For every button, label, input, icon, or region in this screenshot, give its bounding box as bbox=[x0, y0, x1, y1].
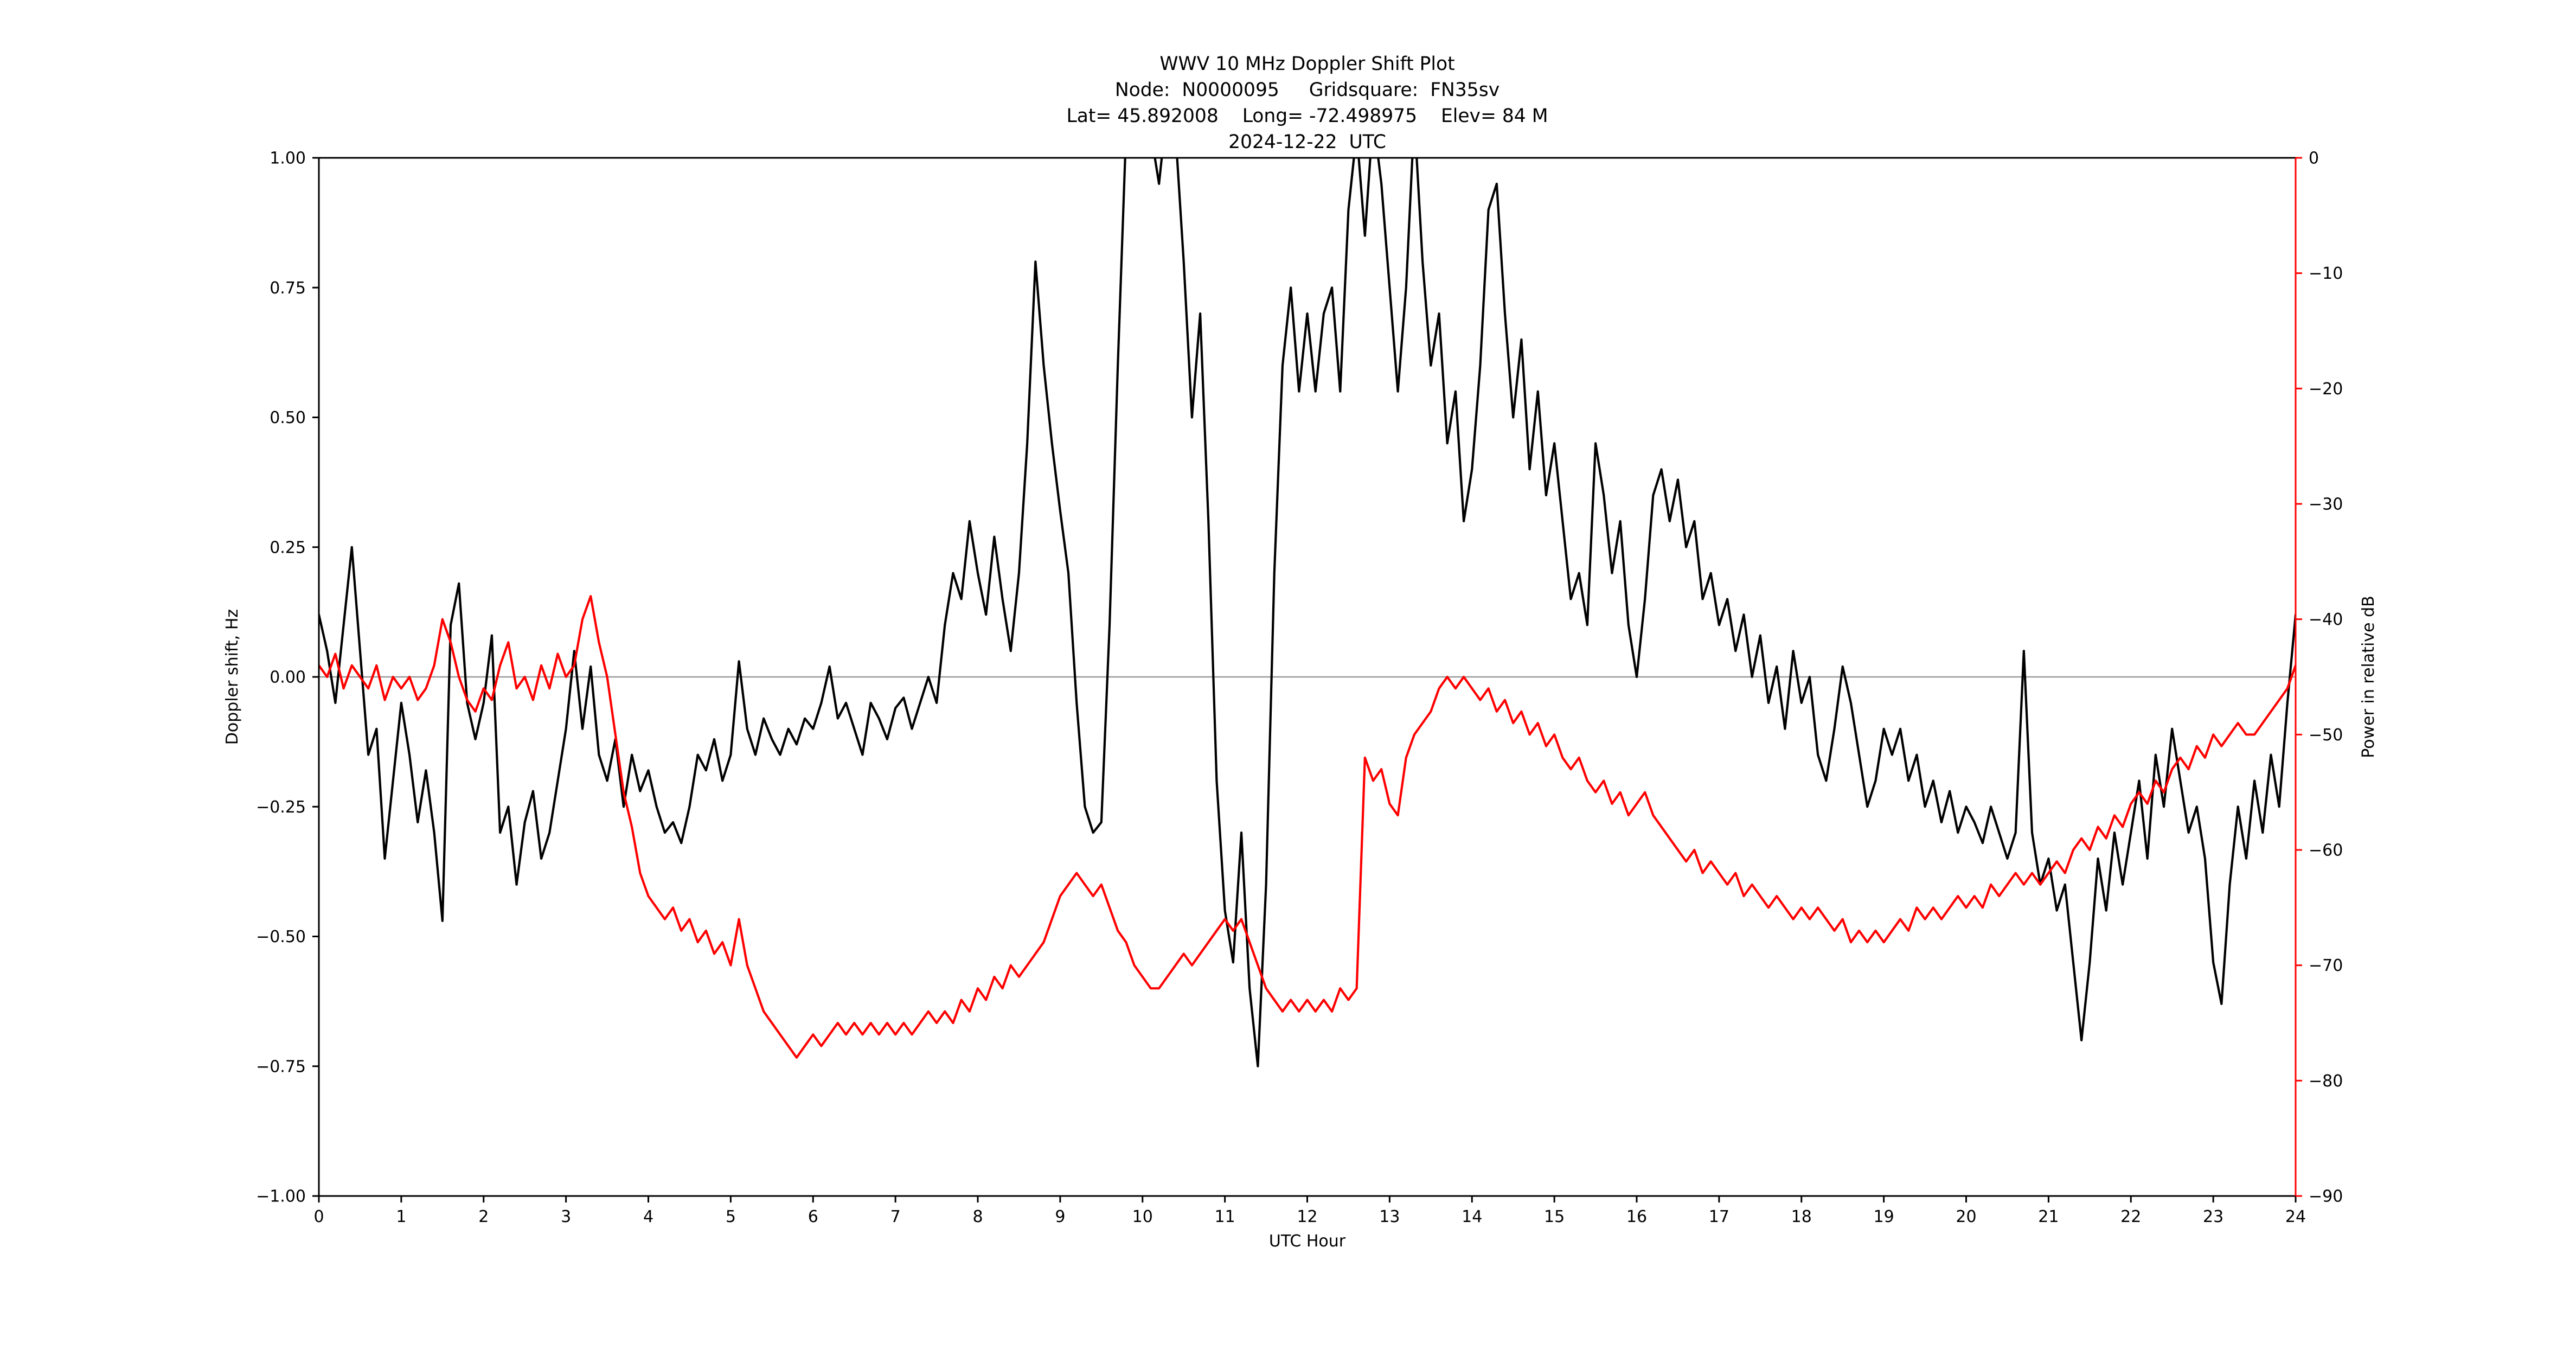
x-tick-label: 14 bbox=[1462, 1207, 1482, 1226]
chart-title: WWV 10 MHz Doppler Shift Plot bbox=[1159, 53, 1454, 75]
x-tick-label: 2 bbox=[478, 1207, 489, 1226]
right-y-tick-label: −30 bbox=[2309, 495, 2343, 514]
title-block: WWV 10 MHz Doppler Shift Plot Node: N000… bbox=[1067, 53, 1548, 153]
x-tick-label: 4 bbox=[643, 1207, 653, 1226]
x-tick-label: 23 bbox=[2203, 1207, 2223, 1226]
left-y-tick-label: 0.25 bbox=[270, 538, 306, 557]
x-tick-label: 13 bbox=[1379, 1207, 1400, 1226]
right-y-tick-label: 0 bbox=[2309, 149, 2319, 168]
x-tick-label: 22 bbox=[2120, 1207, 2141, 1226]
left-y-tick-label: 0.00 bbox=[270, 668, 306, 687]
right-y-tick-label: −40 bbox=[2309, 610, 2343, 629]
x-tick-label: 12 bbox=[1297, 1207, 1317, 1226]
x-tick-label: 21 bbox=[2038, 1207, 2059, 1226]
doppler-shift-line bbox=[319, 158, 2296, 1067]
series-group bbox=[319, 158, 2296, 1067]
left-y-axis-label: Doppler shift, Hz bbox=[223, 609, 242, 745]
left-y-tick-label: −1.00 bbox=[256, 1187, 306, 1206]
left-y-tick-label: −0.75 bbox=[256, 1057, 306, 1076]
x-tick-label: 19 bbox=[1874, 1207, 1894, 1226]
x-tick-label: 6 bbox=[808, 1207, 818, 1226]
right-y-tick-label: −20 bbox=[2309, 380, 2343, 399]
x-tick-label: 7 bbox=[890, 1207, 901, 1226]
x-tick-label: 20 bbox=[1956, 1207, 1976, 1226]
x-tick-label: 24 bbox=[2285, 1207, 2306, 1226]
x-tick-label: 17 bbox=[1709, 1207, 1729, 1226]
chart-subtitle-date: 2024-12-22 UTC bbox=[1228, 131, 1386, 153]
power-line bbox=[319, 595, 2296, 1059]
left-y-tick-label: 1.00 bbox=[270, 149, 306, 168]
x-tick-label: 0 bbox=[313, 1207, 324, 1226]
x-tick-label: 1 bbox=[396, 1207, 406, 1226]
right-y-tick-label: −90 bbox=[2309, 1187, 2343, 1206]
left-y-tick-label: −0.50 bbox=[256, 928, 306, 946]
x-tick-label: 15 bbox=[1544, 1207, 1565, 1226]
x-tick-label: 18 bbox=[1791, 1207, 1812, 1226]
x-tick-label: 8 bbox=[972, 1207, 983, 1226]
x-axis-ticks: 0 1 2 3 4 5 6 7 8 9 10 11 12 13 14 15 16 17 18 19 20 21 22 23 24 bbox=[313, 1196, 2306, 1226]
x-tick-label: 10 bbox=[1132, 1207, 1153, 1226]
x-tick-label: 11 bbox=[1215, 1207, 1235, 1226]
left-y-tick-label: 0.50 bbox=[270, 408, 306, 427]
chart-subtitle-coords: Lat= 45.892008 Long= -72.498975 Elev= 84… bbox=[1067, 105, 1548, 127]
right-y-tick-label: −70 bbox=[2309, 956, 2343, 975]
x-tick-label: 5 bbox=[726, 1207, 736, 1226]
left-y-tick-label: −0.25 bbox=[256, 798, 306, 817]
right-y-tick-label: −50 bbox=[2309, 726, 2343, 745]
right-axis-ticks: 0 −10 −20 −30 −40 −50 −60 −70 −80 −90 bbox=[2296, 149, 2343, 1206]
x-tick-label: 16 bbox=[1626, 1207, 1647, 1226]
x-tick-label: 3 bbox=[561, 1207, 571, 1226]
right-y-tick-label: −10 bbox=[2309, 264, 2343, 283]
chart-subtitle-node: Node: N0000095 Gridsquare: FN35sv bbox=[1115, 79, 1500, 101]
right-y-tick-label: −60 bbox=[2309, 841, 2343, 860]
right-y-tick-label: −80 bbox=[2309, 1072, 2343, 1091]
left-y-tick-label: 0.75 bbox=[270, 279, 306, 298]
right-y-axis-label: Power in relative dB bbox=[2359, 596, 2378, 758]
x-tick-label: 9 bbox=[1055, 1207, 1065, 1226]
left-axis-ticks: 1.00 0.75 0.50 0.25 0.00 −0.25 −0.50 −0.75 −1.00 bbox=[256, 149, 319, 1206]
x-axis-label: UTC Hour bbox=[1269, 1232, 1346, 1251]
